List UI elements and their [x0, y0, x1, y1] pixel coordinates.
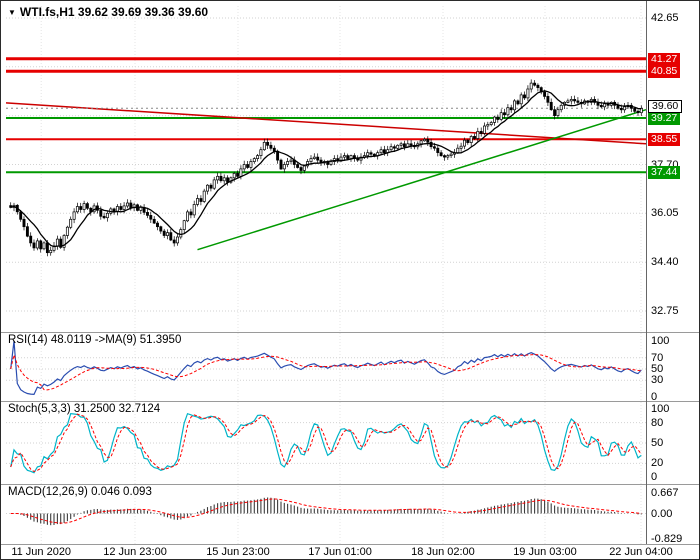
macd-signal-line — [10, 498, 642, 524]
ma-line — [10, 90, 642, 248]
panel-separators[interactable] — [1, 332, 699, 545]
rsi-grid — [6, 357, 646, 381]
rsi-signal-line — [10, 353, 642, 391]
rsi-line — [10, 340, 642, 396]
price-level-lines[interactable] — [6, 57, 646, 174]
trendlines[interactable] — [5, 102, 647, 251]
candles-layer — [9, 79, 643, 257]
stoch-k-line — [10, 412, 642, 474]
macd-histogram — [13, 497, 642, 526]
